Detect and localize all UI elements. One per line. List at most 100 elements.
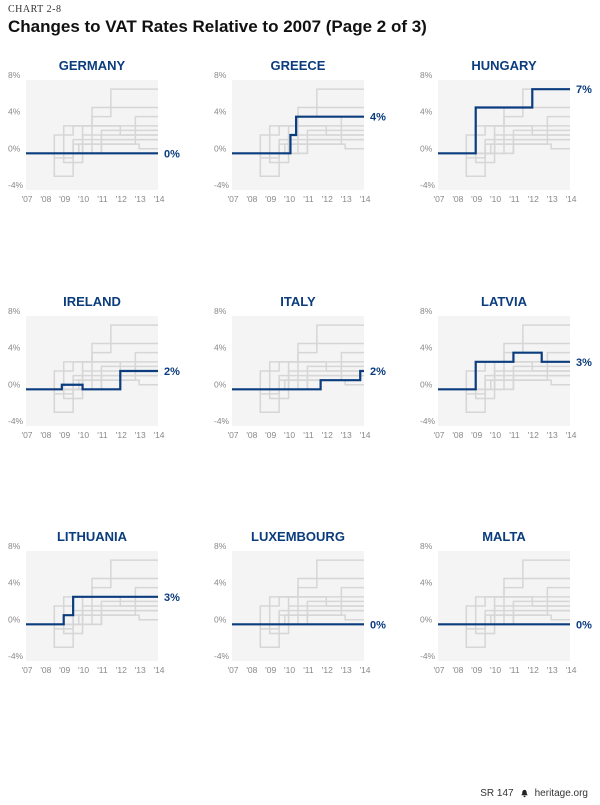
y-tick-label: 8% xyxy=(8,70,21,80)
x-tick-label: '09 xyxy=(59,665,70,675)
x-tick-label: '08 xyxy=(40,665,51,675)
y-tick-label: -4% xyxy=(420,180,436,190)
x-tick-label: '11 xyxy=(303,194,314,204)
y-tick-label: 0% xyxy=(420,143,433,153)
panel-title: LUXEMBOURG xyxy=(251,529,345,544)
x-tick-label: '14 xyxy=(153,430,164,440)
y-tick-label: -4% xyxy=(214,180,230,190)
end-value-label: 0% xyxy=(164,148,180,160)
y-tick-label: 8% xyxy=(214,70,227,80)
panel-hungary: HUNGARY 8% 4% 0% -4% '07 '08 '09 '10 '11 '12 '13 '14… xyxy=(420,58,592,204)
chart-number-label: CHART 2-8 xyxy=(8,4,62,15)
panel-ireland: IRELAND 8% 4% 0% -4% '07 '08 '09 '10 '11 '12 '13 '14… xyxy=(8,294,180,440)
x-tick-label: '13 xyxy=(341,194,352,204)
y-tick-label: 4% xyxy=(8,343,21,353)
panel-malta: MALTA 8% 4% 0% -4% '07 '08 '09 '10 '11 '12 '13 '14 0% xyxy=(420,529,592,675)
y-tick-label: 0% xyxy=(214,379,227,389)
x-tick-label: '11 xyxy=(509,430,520,440)
end-value-label: 2% xyxy=(370,366,386,378)
x-tick-label: '14 xyxy=(359,194,370,204)
x-tick-label: '08 xyxy=(40,430,51,440)
y-tick-label: 0% xyxy=(8,143,21,153)
x-tick-label: '10 xyxy=(490,665,501,675)
y-tick-label: 0% xyxy=(214,614,227,624)
end-value-label: 4% xyxy=(370,112,386,124)
highlight-series-line xyxy=(232,115,364,155)
x-tick-label: '11 xyxy=(509,194,520,204)
panel-luxembourg: LUXEMBOURG 8% 4% 0% -4% '07 '08 '09 '10 '11 '12 '13… xyxy=(214,529,386,675)
x-tick-label: '09 xyxy=(471,430,482,440)
y-tick-label: -4% xyxy=(214,651,230,661)
y-tick-label: 4% xyxy=(214,578,227,588)
panel-latvia: LATVIA 8% 4% 0% -4% '07 '08 '09 '10 '11 '12 '13 '14 3… xyxy=(420,294,592,440)
x-tick-label: '09 xyxy=(265,430,276,440)
y-tick-label: 4% xyxy=(420,343,433,353)
y-tick-label: 8% xyxy=(420,306,433,316)
y-tick-label: 0% xyxy=(420,379,433,389)
y-tick-label: 8% xyxy=(420,70,433,80)
x-tick-label: '10 xyxy=(284,430,295,440)
background-series-line xyxy=(232,143,364,155)
x-tick-label: '14 xyxy=(153,665,164,675)
end-value-label: 3% xyxy=(576,357,592,369)
x-tick-label: '07 xyxy=(21,430,32,440)
end-value-label: 3% xyxy=(164,592,180,604)
bell-icon xyxy=(520,789,528,798)
end-value-label: 7% xyxy=(576,84,592,96)
x-tick-label: '09 xyxy=(471,194,482,204)
y-tick-label: -4% xyxy=(8,416,24,426)
x-tick-label: '07 xyxy=(433,665,444,675)
x-tick-label: '12 xyxy=(322,194,333,204)
x-tick-label: '14 xyxy=(565,430,576,440)
y-tick-label: 4% xyxy=(420,578,433,588)
x-tick-label: '10 xyxy=(284,665,295,675)
x-tick-label: '13 xyxy=(547,430,558,440)
x-tick-label: '10 xyxy=(490,194,501,204)
site-link[interactable]: heritage.org xyxy=(534,788,588,799)
x-tick-label: '09 xyxy=(59,194,70,204)
x-tick-label: '13 xyxy=(547,665,558,675)
x-tick-label: '10 xyxy=(78,194,89,204)
x-tick-label: '12 xyxy=(116,430,127,440)
x-tick-label: '13 xyxy=(135,194,146,204)
x-tick-label: '11 xyxy=(509,665,520,675)
x-tick-label: '08 xyxy=(246,194,257,204)
x-tick-label: '08 xyxy=(246,430,257,440)
y-tick-label: 0% xyxy=(214,143,227,153)
panel-italy: ITALY 8% 4% 0% -4% '07 '08 '09 '10 '11 '12 '13 '14 2% xyxy=(214,294,386,440)
x-tick-label: '09 xyxy=(471,665,482,675)
report-id: SR 147 xyxy=(480,788,514,799)
panel-title: IRELAND xyxy=(63,294,121,309)
footer: SR 147 heritage.org xyxy=(480,788,588,799)
y-tick-label: 0% xyxy=(8,614,21,624)
y-tick-label: 4% xyxy=(8,107,21,117)
x-tick-label: '10 xyxy=(284,194,295,204)
x-tick-label: '08 xyxy=(452,194,463,204)
y-tick-label: 8% xyxy=(214,306,227,316)
x-tick-label: '08 xyxy=(246,665,257,675)
x-tick-label: '08 xyxy=(40,194,51,204)
x-tick-label: '10 xyxy=(78,430,89,440)
x-tick-label: '11 xyxy=(303,665,314,675)
panel-title: GREECE xyxy=(271,58,326,73)
x-tick-label: '07 xyxy=(227,194,238,204)
x-tick-label: '13 xyxy=(341,665,352,675)
x-tick-label: '12 xyxy=(116,665,127,675)
y-tick-label: 0% xyxy=(420,614,433,624)
x-tick-label: '11 xyxy=(97,194,108,204)
end-value-label: 0% xyxy=(370,619,386,631)
end-value-label: 0% xyxy=(576,619,592,631)
x-tick-label: '13 xyxy=(135,430,146,440)
y-tick-label: 4% xyxy=(8,578,21,588)
chart-title: Changes to VAT Rates Relative to 2007 (P… xyxy=(8,17,427,36)
panel-germany: GERMANY 8% 4% 0% -4% '07 '08 '09 '10 '11 '12 '13 '14… xyxy=(8,58,180,204)
x-tick-label: '08 xyxy=(452,665,463,675)
panel-title: LITHUANIA xyxy=(57,529,128,544)
x-tick-label: '13 xyxy=(135,665,146,675)
x-tick-label: '14 xyxy=(359,430,370,440)
x-tick-label: '09 xyxy=(265,194,276,204)
x-tick-label: '12 xyxy=(528,194,539,204)
x-tick-label: '09 xyxy=(265,665,276,675)
x-tick-label: '14 xyxy=(565,194,576,204)
